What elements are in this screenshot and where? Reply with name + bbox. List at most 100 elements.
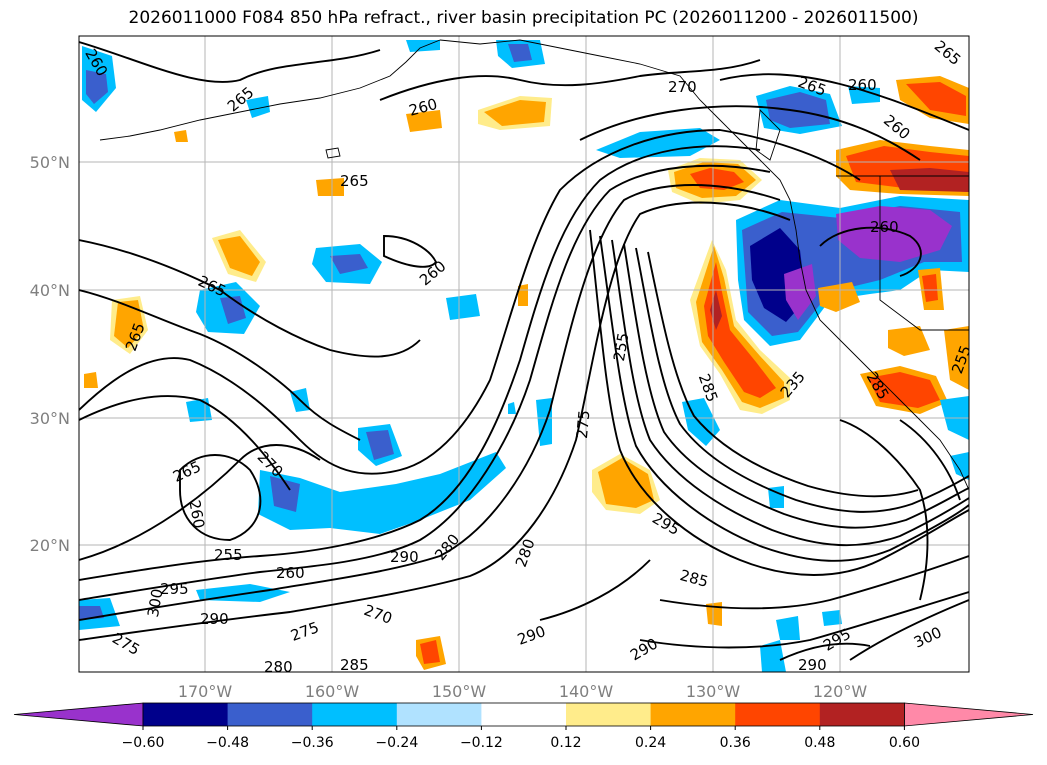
contour-line <box>79 395 291 491</box>
precip-positive-area <box>406 110 442 132</box>
colorbar-segment <box>227 703 313 726</box>
contour-line <box>79 129 861 475</box>
colorbar-segment <box>481 703 567 726</box>
precip-negative-area <box>760 640 786 672</box>
colorbar-tick-label: 0.12 <box>550 735 581 751</box>
contour-line <box>719 73 969 131</box>
colorbar-extend-low <box>13 702 144 727</box>
lon-label-120w: 120°W <box>813 682 868 701</box>
contour-label: 290 <box>200 610 229 628</box>
graticule <box>79 36 969 672</box>
contour-label: 285 <box>340 656 369 674</box>
coastline-island <box>325 147 341 159</box>
contour-line <box>79 289 361 441</box>
refractivity-contours <box>79 41 969 661</box>
lon-label-160w: 160°W <box>305 682 360 701</box>
contour-line <box>849 599 969 661</box>
contour-line <box>611 239 969 547</box>
precip-positive-area <box>114 300 144 348</box>
precip-positive-area <box>922 274 938 302</box>
map-title: 2026011000 F084 850 hPa refract., river … <box>128 8 919 28</box>
lat-label-20n: 20°N <box>30 536 70 555</box>
contour-label: 260 <box>276 564 305 582</box>
precip-negative-area <box>766 92 830 128</box>
contour-line <box>839 419 929 601</box>
contour-line <box>539 559 651 621</box>
precip-positive-area <box>704 262 776 398</box>
precip-negative-area <box>836 206 952 262</box>
colorbar-tick-label: −0.24 <box>375 735 418 751</box>
latitude-labels: 50°N 40°N 30°N 20°N <box>30 153 70 555</box>
contour-label: 260 <box>848 76 877 94</box>
precip-negative-area <box>446 294 480 320</box>
contour-line <box>819 226 922 277</box>
colorbar-tick-label: 0.36 <box>720 735 751 751</box>
precip-negative-area <box>596 128 720 158</box>
lat-label-30n: 30°N <box>30 409 70 428</box>
coastline-aleutians <box>99 39 441 141</box>
precip-negative-area <box>508 402 516 414</box>
contour-line <box>179 454 262 541</box>
precip-positive-area <box>174 130 188 142</box>
precip-negative-area <box>86 70 108 104</box>
contour-line <box>79 184 781 621</box>
contour-label: 265 <box>340 172 369 190</box>
precip-positive-area <box>484 100 546 126</box>
map-background <box>79 36 969 672</box>
colorbar: −0.60 −0.48 −0.36 −0.24 −0.12 0.12 0.24 0.36 0.4… <box>13 702 1034 751</box>
colorbar-segment <box>396 703 482 726</box>
precip-positive-area <box>868 372 940 408</box>
coastline-island <box>755 109 781 161</box>
state-borders <box>879 176 969 331</box>
contour-line <box>79 41 381 83</box>
precip-negative-area <box>822 610 842 626</box>
precip-positive-area <box>906 82 966 116</box>
contour-line <box>379 59 761 101</box>
precip-positive-area <box>420 640 440 664</box>
lat-label-40n: 40°N <box>30 281 70 300</box>
lat-label-50n: 50°N <box>30 153 70 172</box>
precip-positive-area <box>316 178 344 196</box>
contour-label: 260 <box>870 218 899 236</box>
contour-line <box>383 235 438 268</box>
contour-line <box>647 251 919 498</box>
map-plot: 260 265 265 260 270 265 260 260 260 265 … <box>79 36 969 674</box>
colorbar-segment <box>566 703 652 726</box>
coastline-north-america <box>439 39 969 491</box>
contour-label: 295 <box>160 580 189 598</box>
contour-line <box>589 229 969 576</box>
contour-label: 290 <box>390 548 419 566</box>
precip-negative-area <box>366 430 394 460</box>
contour-line <box>599 235 969 562</box>
contour-label: 255 <box>214 546 243 564</box>
precip-positive-area <box>598 458 654 508</box>
colorbar-segment <box>312 703 398 726</box>
longitude-labels: 170°W 160°W 150°W 140°W 130°W 120°W <box>178 682 868 701</box>
lon-label-150w: 150°W <box>432 682 487 701</box>
colorbar-extend-high <box>904 702 1034 727</box>
contour-line <box>79 145 761 581</box>
colorbar-tick-label: 0.24 <box>635 735 666 751</box>
precip-shading <box>79 40 969 672</box>
colorbar-tick-label: −0.36 <box>291 735 334 751</box>
precip-positive-area <box>84 372 98 388</box>
contour-label: 300 <box>144 587 167 618</box>
colorbar-tick-label: −0.60 <box>122 735 165 751</box>
precip-positive-area <box>890 168 969 192</box>
colorbar-segment <box>143 703 229 726</box>
precip-negative-area <box>848 86 880 104</box>
contour-line <box>639 591 969 649</box>
precip-positive-area <box>944 326 969 390</box>
contour-line <box>899 419 961 501</box>
precip-negative-area <box>508 44 532 62</box>
colorbar-segment <box>819 703 905 726</box>
contour-line <box>79 239 421 358</box>
colorbar-tick-label: 0.48 <box>804 735 835 751</box>
coastlines <box>99 39 969 491</box>
lon-label-130w: 130°W <box>686 682 741 701</box>
precip-negative-area <box>330 254 368 274</box>
contour-line <box>779 642 871 661</box>
precip-negative-area <box>246 96 270 118</box>
contour-line <box>79 201 791 641</box>
contour-label: 290 <box>798 656 827 674</box>
